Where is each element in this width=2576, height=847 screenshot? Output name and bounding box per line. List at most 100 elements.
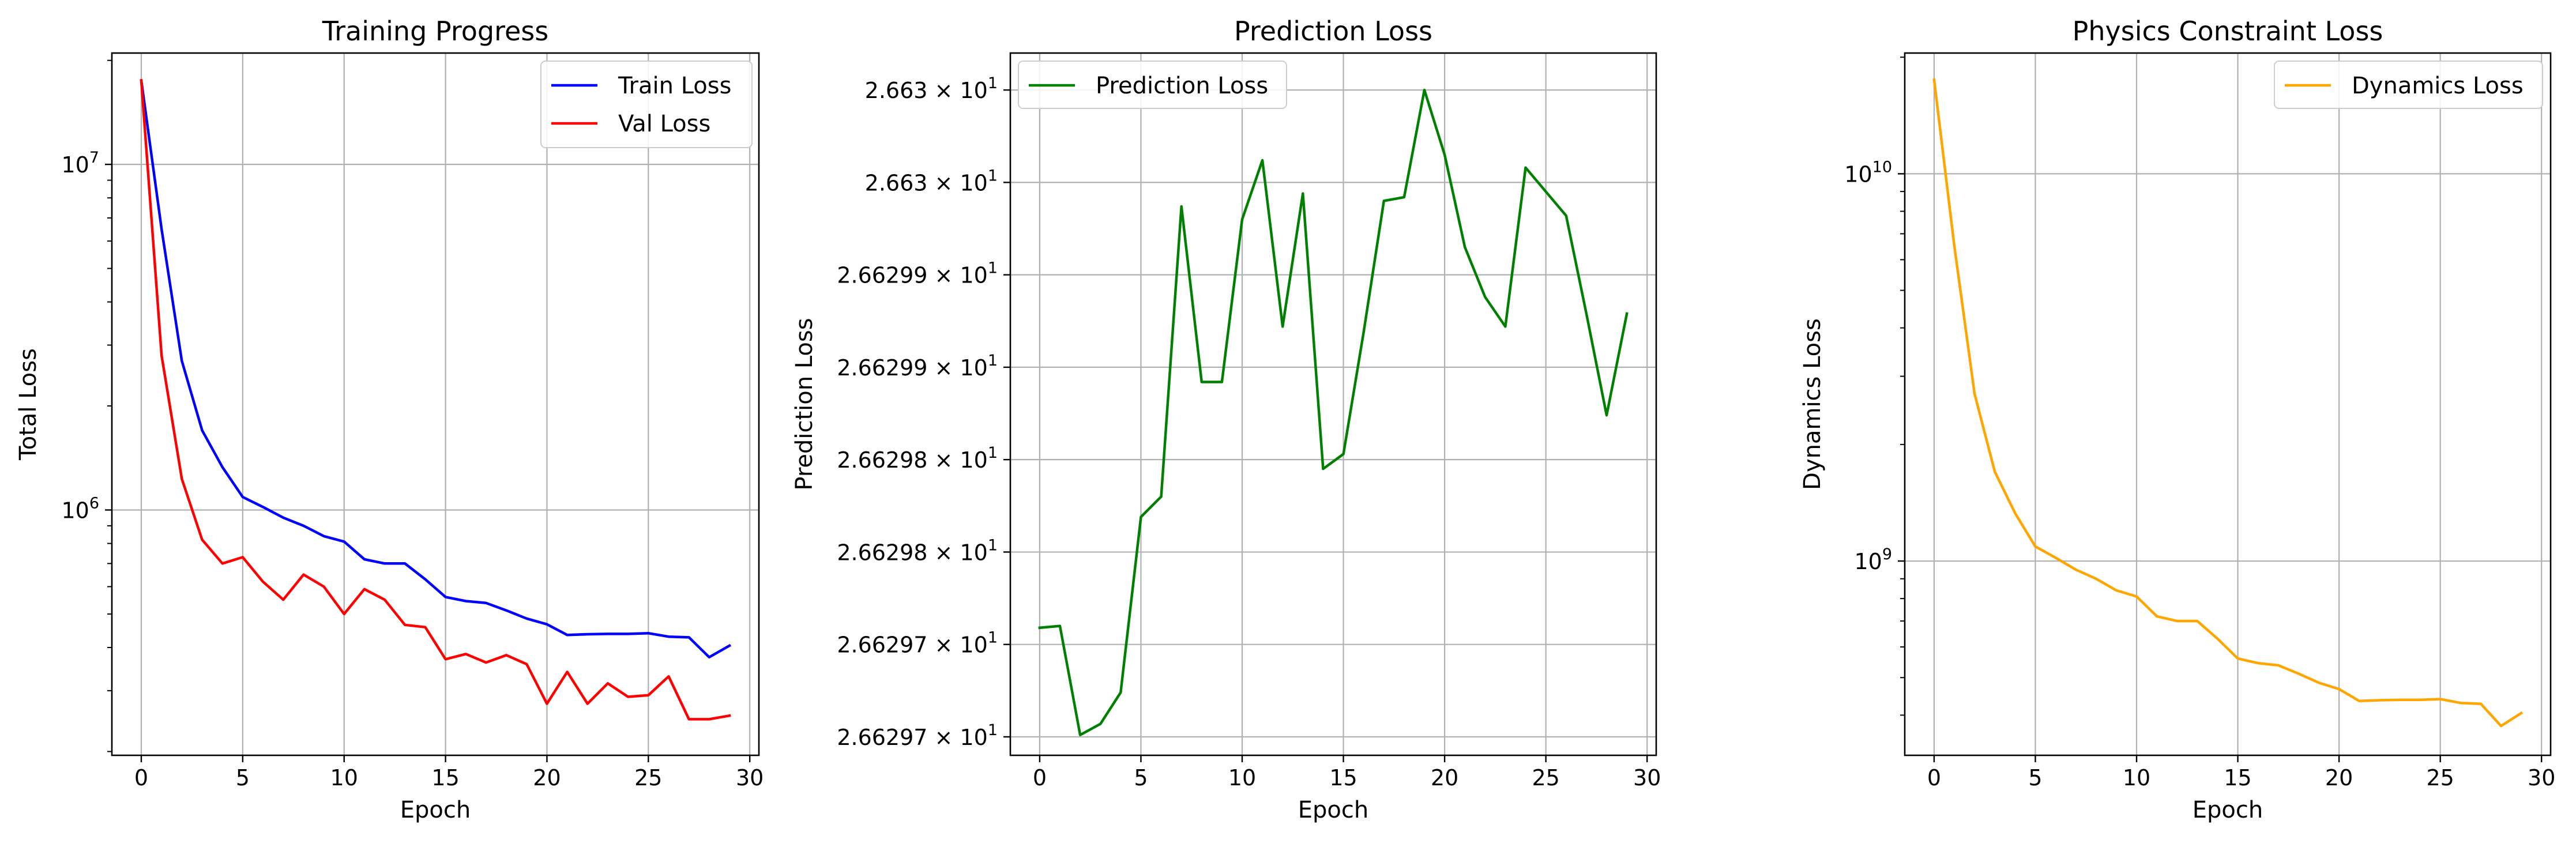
y-axis-label: Dynamics Loss	[1799, 318, 1826, 490]
times-sign: ×	[927, 78, 960, 103]
tick-exponent: 6	[89, 494, 99, 512]
x-tick-label: 10	[1228, 765, 1256, 790]
y-tick-label: 2.663 × 101	[865, 167, 998, 195]
times-sign: ×	[927, 725, 960, 750]
x-axis-label: Epoch	[400, 797, 471, 823]
times-sign: ×	[927, 355, 960, 381]
y-axis-label: Total Loss	[15, 348, 42, 461]
tick-exponent: 1	[988, 167, 998, 185]
y-tick-label: 2.66299 × 101	[837, 259, 998, 288]
times-sign: ×	[927, 540, 960, 565]
tick-exponent: 1	[988, 629, 998, 647]
tick-exponent: 9	[1882, 545, 1892, 563]
tick-exponent: 1	[988, 536, 998, 554]
x-tick-label: 5	[1134, 765, 1148, 790]
axes-frame	[1904, 52, 2552, 756]
legend-label: Val Loss	[618, 111, 710, 137]
tick-base: 10	[960, 633, 987, 658]
y-axis-label: Prediction Loss	[791, 318, 818, 490]
x-tick-label: 25	[1532, 765, 1559, 790]
tick-base: 10	[960, 170, 987, 195]
times-sign: ×	[927, 170, 960, 195]
x-tick-label: 30	[1633, 765, 1661, 790]
x-tick-label: 0	[1927, 765, 1941, 790]
tick-mantissa: 2.663	[865, 170, 928, 195]
x-tick-label: 25	[2426, 765, 2454, 790]
tick-base: 10	[960, 78, 987, 103]
y-tick-label: 2.66297 × 101	[837, 629, 998, 658]
tick-base: 10	[960, 725, 987, 750]
chart-title: Physics Constraint Loss	[2073, 16, 2383, 47]
y-tick-label: 2.663 × 101	[865, 74, 998, 103]
tick-base: 10	[960, 447, 987, 473]
series-line-prediction-loss	[1038, 88, 1629, 736]
y-tick-label: 1010	[1844, 158, 1892, 187]
x-tick-label: 25	[634, 765, 662, 790]
x-tick-label: 15	[431, 765, 459, 790]
x-tick-label: 5	[236, 765, 250, 790]
legend: Dynamics Loss	[2274, 61, 2543, 109]
legend-box	[2274, 61, 2543, 109]
y-tick-label: 107	[61, 149, 99, 178]
tick-mantissa: 2.66299	[837, 355, 927, 381]
legend-box	[540, 61, 753, 148]
legend: Prediction Loss	[1018, 61, 1287, 109]
x-tick-label: 10	[330, 765, 358, 790]
y-tick-label: 2.66299 × 101	[837, 352, 998, 381]
tick-exponent: 1	[988, 721, 998, 739]
tick-base: 10	[960, 540, 987, 565]
tick-mantissa: 2.66299	[837, 263, 927, 288]
y-tick-label: 106	[61, 494, 99, 523]
tick-base: 10	[61, 152, 89, 178]
tick-base: 10	[1854, 549, 1882, 574]
series-line-dynamics-loss	[1932, 78, 2524, 728]
legend: Train Loss Val Loss	[540, 61, 753, 148]
x-tick-label: 0	[134, 765, 148, 790]
tick-mantissa: 2.66298	[837, 540, 927, 565]
legend-label: Prediction Loss	[1096, 73, 1268, 99]
chart-title: Prediction Loss	[1234, 16, 1432, 47]
tick-mantissa: 2.66298	[837, 447, 927, 473]
tick-base: 10	[1844, 161, 1872, 187]
legend-box	[1018, 61, 1287, 109]
x-tick-label: 10	[2123, 765, 2150, 790]
tick-exponent: 1	[988, 74, 998, 92]
y-tick-label: 2.66298 × 101	[837, 444, 998, 473]
tick-base: 10	[960, 355, 987, 381]
tick-exponent: 1	[988, 352, 998, 370]
tick-mantissa: 2.66297	[837, 633, 927, 658]
x-axis-label: Epoch	[2193, 797, 2263, 823]
tick-mantissa: 2.663	[865, 78, 928, 103]
x-tick-label: 15	[1329, 765, 1357, 790]
tick-exponent: 10	[1872, 158, 1892, 176]
axes-frame	[111, 52, 760, 756]
series-line-train-loss	[140, 78, 732, 659]
x-tick-label: 30	[736, 765, 764, 790]
tick-exponent: 7	[89, 149, 99, 167]
series-line-val-loss	[140, 79, 731, 721]
legend-label: Train Loss	[618, 73, 731, 99]
x-tick-label: 15	[2224, 765, 2251, 790]
axes-frame	[1009, 52, 1657, 756]
y-tick-label: 2.66297 × 101	[837, 721, 998, 750]
legend-label: Dynamics Loss	[2352, 73, 2524, 99]
tick-base: 10	[61, 498, 89, 523]
y-tick-label: 2.66298 × 101	[837, 536, 998, 565]
x-tick-label: 5	[2028, 765, 2042, 790]
tick-mantissa: 2.66297	[837, 725, 927, 750]
times-sign: ×	[927, 633, 960, 658]
chart-title: Training Progress	[322, 16, 548, 47]
tick-exponent: 1	[988, 259, 998, 277]
times-sign: ×	[927, 263, 960, 288]
y-tick-label: 109	[1854, 545, 1892, 574]
x-axis-label: Epoch	[1298, 797, 1368, 823]
x-tick-label: 20	[1431, 765, 1458, 790]
x-tick-label: 0	[1033, 765, 1047, 790]
x-tick-label: 30	[2528, 765, 2555, 790]
x-tick-label: 20	[533, 765, 561, 790]
times-sign: ×	[927, 447, 960, 473]
